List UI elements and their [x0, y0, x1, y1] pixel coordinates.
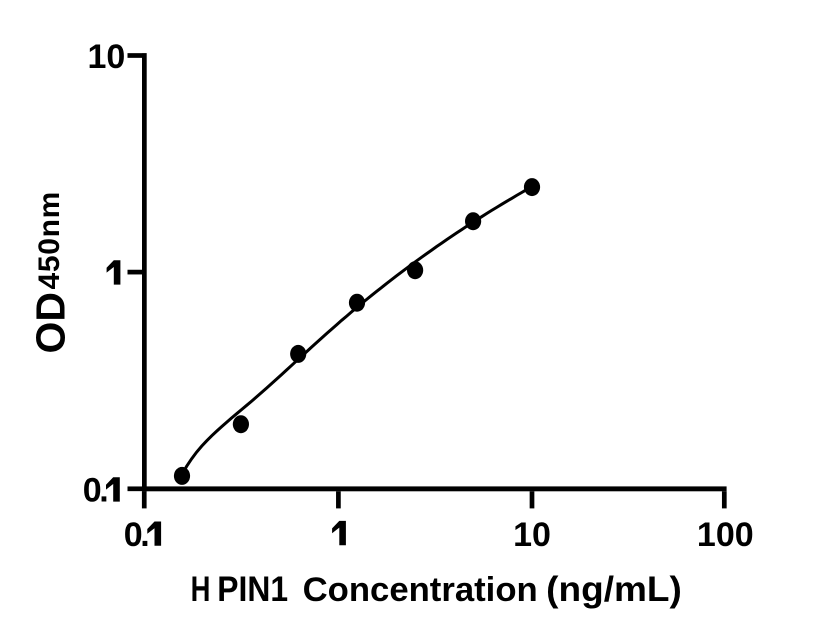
svg-text:10: 10	[513, 516, 551, 554]
svg-text:100: 100	[697, 516, 754, 554]
svg-text:10: 10	[87, 38, 125, 76]
svg-text:(ng/mL): (ng/mL)	[546, 570, 682, 609]
svg-text:OD450nm: OD450nm	[28, 191, 74, 354]
svg-text:H: H	[191, 570, 211, 609]
svg-text:PIN1: PIN1	[217, 570, 288, 609]
svg-text:Concentration: Concentration	[303, 571, 538, 609]
svg-text:0.: 0.	[83, 472, 109, 510]
svg-text:0.: 0.	[124, 516, 150, 554]
